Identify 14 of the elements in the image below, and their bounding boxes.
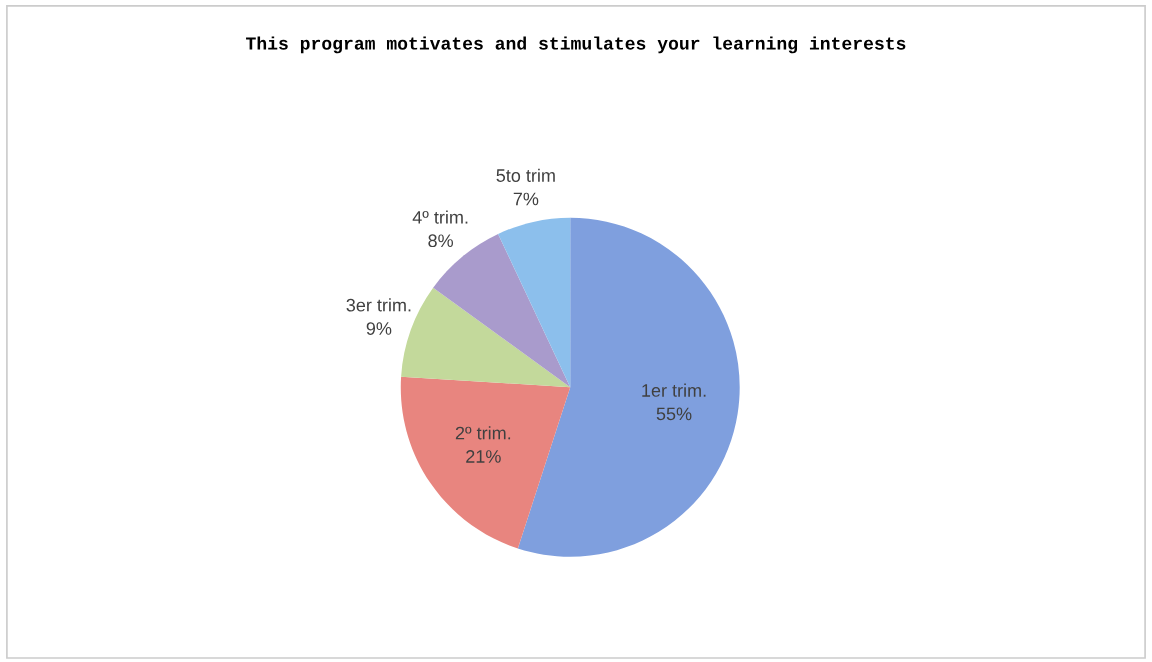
data-label: 7%: [513, 192, 539, 206]
slice-label: 1er trim.: [642, 383, 706, 397]
pie-slice: [517, 217, 740, 557]
data-label: 55%: [656, 407, 692, 421]
slice-label: 2º trim.: [455, 426, 511, 440]
data-label: 8%: [428, 234, 454, 248]
data-label: 21%: [466, 450, 501, 463]
pie-slice: [498, 217, 571, 388]
slice-label: 3er trim.: [346, 298, 411, 312]
pie-slice: [400, 376, 571, 549]
chart-title: This program motivates and stimulates your learning interests: [246, 36, 906, 54]
slice-label: 4º trim.: [412, 210, 468, 224]
data-label: 9%: [366, 322, 392, 335]
slice-label: 5to trim: [496, 168, 555, 182]
